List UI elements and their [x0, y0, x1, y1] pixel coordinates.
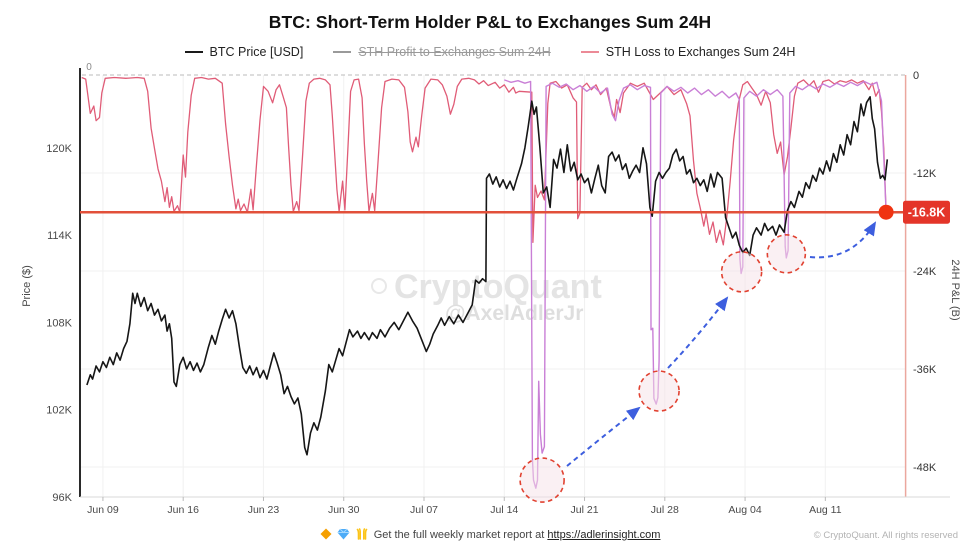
alert-value-badge-label: -16.8K	[908, 206, 946, 220]
latest-value-dot	[878, 204, 894, 220]
svg-text:108K: 108K	[46, 317, 72, 329]
blue-gem-emoji	[337, 528, 350, 543]
watermark: CryptoQuant@AxelAdlerJr	[371, 268, 602, 325]
svg-text:Jun 23: Jun 23	[248, 504, 280, 516]
footer-report-note: Get the full weekly market report at htt…	[0, 528, 980, 543]
legend-label: STH Loss to Exchanges Sum 24H	[605, 45, 796, 59]
svg-text:Jul 21: Jul 21	[571, 504, 599, 516]
report-link[interactable]: https://adlerinsight.com	[547, 529, 661, 541]
highlight-circle-4	[766, 234, 807, 274]
svg-text:Price ($): Price ($)	[21, 265, 33, 307]
svg-text:120K: 120K	[46, 143, 72, 155]
gridlines	[80, 75, 906, 497]
svg-text:Aug 04: Aug 04	[728, 504, 761, 516]
trend-arrow-1	[566, 406, 641, 467]
svg-text:Aug 11: Aug 11	[809, 504, 842, 516]
legend-label: STH Profit to Exchanges Sum 24H	[358, 45, 551, 59]
orange-diamond-emoji	[320, 528, 332, 543]
trend-arrow-2	[667, 296, 729, 369]
svg-text:Jun 09: Jun 09	[87, 504, 119, 516]
svg-text:102K: 102K	[46, 405, 72, 417]
svg-text:-24K: -24K	[913, 266, 937, 278]
svg-text:CryptoQuant: CryptoQuant	[394, 268, 602, 306]
svg-text:96K: 96K	[52, 492, 72, 504]
svg-text:114K: 114K	[47, 230, 73, 242]
legend-item-sth-profit[interactable]: STH Profit to Exchanges Sum 24H	[333, 45, 551, 59]
legend-item-btc-price[interactable]: BTC Price [USD]	[184, 45, 304, 59]
svg-text:Jun 16: Jun 16	[167, 504, 199, 516]
sth-loss-line	[81, 76, 887, 246]
sth-profit-line-swatch	[333, 51, 352, 53]
trend-arrow-3	[809, 221, 877, 259]
legend: BTC Price [USD] STH Profit to Exchanges …	[0, 45, 980, 59]
highlight-circle-2	[638, 370, 680, 412]
svg-text:-36K: -36K	[913, 364, 937, 376]
copyright-note: © CryptoQuant. All rights reserved	[813, 530, 958, 541]
sth-profit-line	[504, 79, 887, 489]
highlight-circle-1	[519, 457, 565, 503]
raised-hands-emoji	[355, 528, 369, 543]
svg-text:0: 0	[86, 62, 92, 73]
highlight-circle-3	[720, 251, 763, 293]
legend-item-sth-loss[interactable]: STH Loss to Exchanges Sum 24H	[580, 45, 796, 59]
page-title: BTC: Short-Term Holder P&L to Exchanges …	[268, 12, 712, 32]
alert-value-badge	[903, 200, 950, 224]
footer-text: Get the full weekly market report at	[373, 529, 545, 542]
svg-text:@AxelAdlerJr: @AxelAdlerJr	[445, 302, 583, 325]
svg-text:Jul 07: Jul 07	[410, 504, 438, 516]
svg-text:24H P&L (B): 24H P&L (B)	[949, 259, 961, 320]
btc-price-line-swatch	[184, 51, 203, 53]
sth-loss-line-swatch	[580, 51, 599, 53]
axis-labels: 0 120K 114K 108K 102K 96K 0 -12K -24K -36K -48K Jun…	[21, 62, 961, 516]
legend-label: BTC Price [USD]	[209, 45, 304, 59]
svg-text:-12K: -12K	[913, 168, 937, 180]
svg-text:Jul 28: Jul 28	[651, 504, 679, 516]
svg-text:-48K: -48K	[913, 462, 937, 474]
svg-text:0: 0	[913, 70, 919, 82]
svg-text:Jun 30: Jun 30	[328, 504, 360, 516]
btc-price-line	[86, 96, 889, 456]
svg-text:Jul 14: Jul 14	[490, 504, 518, 516]
